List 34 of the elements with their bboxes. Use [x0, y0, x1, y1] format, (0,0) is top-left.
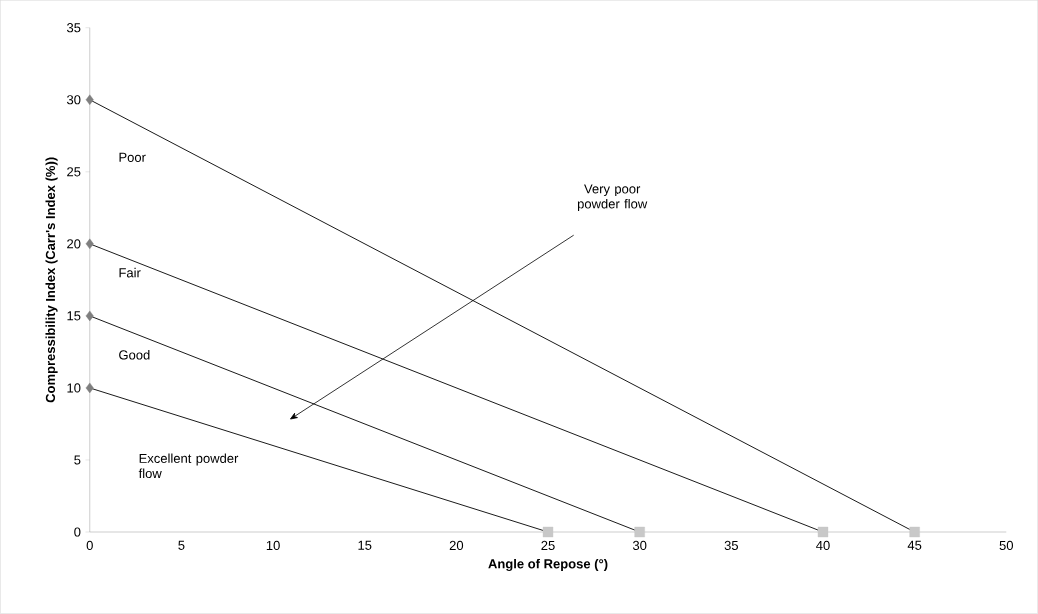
point [85, 382, 94, 394]
point [85, 310, 94, 322]
point [85, 238, 94, 250]
point [909, 526, 920, 538]
annotation: Good [119, 350, 150, 360]
y-tick-label: 0 [74, 527, 81, 537]
y-tick-label: 10 [67, 383, 81, 393]
x-tick-label: 0 [86, 540, 93, 551]
x-tick-label: 25 [541, 540, 555, 551]
x-tick-label: 15 [358, 540, 372, 551]
x-tick-label: 20 [449, 540, 464, 551]
y-axis-title: Compressibility Index (Carr's Index (%)) [45, 157, 58, 403]
point [85, 94, 94, 106]
y-tick-label: 15 [67, 311, 81, 321]
y-tick-label: 20 [67, 239, 81, 249]
annotation: Poor [119, 152, 146, 163]
annotation: Fair [119, 268, 141, 278]
y-tick-label: 30 [66, 95, 81, 105]
y-tick-label: 35 [66, 23, 81, 33]
y-tick-label: 25 [67, 167, 81, 177]
annotation: Very poor powder flow [577, 184, 648, 212]
point [542, 526, 554, 538]
x-tick-label: 50 [999, 540, 1014, 551]
x-axis-title: Angle of Repose (°) [488, 559, 608, 572]
x-tick-label: 35 [724, 540, 739, 551]
point [817, 526, 829, 538]
x-tick-label: 45 [907, 540, 922, 551]
x-tick-label: 10 [266, 540, 280, 551]
x-tick-label: 5 [178, 540, 185, 551]
annotation: Excellent powder flow [138, 453, 239, 479]
x-tick-label: 30 [632, 540, 647, 551]
point [634, 526, 645, 538]
y-tick-label: 5 [74, 455, 81, 465]
x-tick-label: 40 [816, 540, 830, 551]
